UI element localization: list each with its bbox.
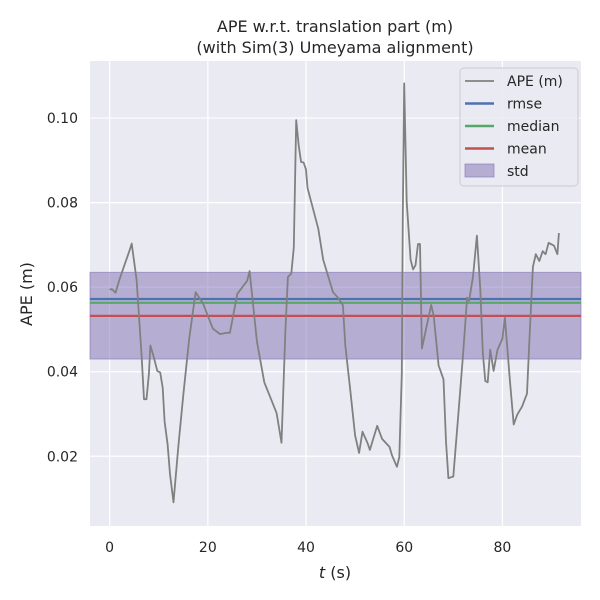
legend-label: std: [507, 164, 529, 180]
legend: APE (m) rmse median mean std: [459, 67, 579, 187]
y-axis-label: APE (m): [17, 262, 36, 326]
x-tick-label: 40: [297, 540, 315, 556]
x-tick-label: 0: [105, 540, 114, 556]
ape-series-line: [109, 82, 560, 504]
x-tick-label: 80: [494, 540, 512, 556]
chart-title-line1: APE w.r.t. translation part (m): [217, 17, 453, 36]
chart-title-line2: (with Sim(3) Umeyama alignment): [196, 38, 473, 57]
x-axis-label-var: t: [319, 563, 326, 582]
legend-label: median: [507, 119, 559, 135]
stat-lines-group: [90, 297, 581, 318]
y-tick-label: 0.02: [47, 449, 78, 465]
y-tick-labels: 0.02 0.04 0.06 0.08 0.10: [47, 111, 78, 465]
x-axis-label-unit: (s): [325, 563, 351, 582]
x-tick-label: 20: [199, 540, 217, 556]
legend-swatch: [464, 163, 495, 178]
x-axis-label: t (s): [319, 563, 351, 582]
y-tick-label: 0.08: [47, 196, 78, 212]
legend-box: [459, 67, 579, 187]
legend-label: APE (m): [507, 74, 563, 90]
legend-label: rmse: [507, 97, 542, 113]
y-tick-label: 0.04: [47, 365, 78, 381]
x-tick-labels: 0 20 40 60 80: [105, 540, 511, 556]
y-tick-label: 0.06: [47, 280, 78, 296]
series-group: [109, 82, 560, 504]
x-tick-label: 60: [395, 540, 413, 556]
legend-label: mean: [507, 142, 547, 158]
y-tick-label: 0.10: [47, 111, 78, 127]
